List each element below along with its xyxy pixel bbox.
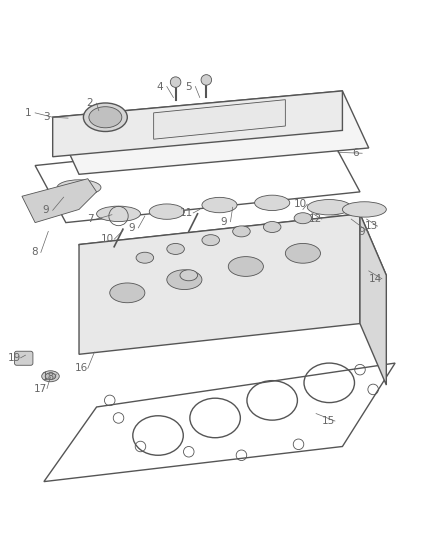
Text: 2: 2 [86, 98, 93, 108]
Ellipse shape [88, 107, 122, 128]
Ellipse shape [96, 206, 140, 222]
Ellipse shape [201, 235, 219, 246]
Ellipse shape [228, 256, 263, 277]
Polygon shape [359, 214, 385, 385]
Text: 9: 9 [220, 217, 227, 227]
Text: 8: 8 [31, 247, 38, 257]
Ellipse shape [201, 197, 237, 213]
Ellipse shape [307, 199, 350, 215]
Ellipse shape [110, 283, 145, 303]
Text: 17: 17 [34, 384, 47, 393]
Polygon shape [53, 91, 342, 157]
Ellipse shape [45, 373, 56, 379]
Ellipse shape [263, 222, 280, 232]
Text: 10: 10 [293, 199, 307, 209]
Text: 1: 1 [25, 108, 32, 118]
Polygon shape [79, 214, 359, 354]
Text: 5: 5 [185, 82, 192, 92]
Circle shape [170, 77, 180, 87]
Text: 6: 6 [351, 148, 358, 158]
Text: 4: 4 [156, 82, 163, 92]
Text: 7: 7 [86, 214, 93, 224]
Polygon shape [53, 91, 368, 174]
Ellipse shape [166, 270, 201, 289]
Ellipse shape [57, 180, 101, 195]
Ellipse shape [285, 244, 320, 263]
Text: 14: 14 [368, 274, 381, 284]
Ellipse shape [83, 103, 127, 132]
Ellipse shape [149, 204, 184, 219]
Ellipse shape [293, 213, 311, 224]
Ellipse shape [180, 270, 197, 281]
Text: 16: 16 [74, 364, 88, 373]
Text: 3: 3 [42, 112, 49, 122]
Ellipse shape [254, 195, 289, 211]
Ellipse shape [136, 252, 153, 263]
Text: 9: 9 [42, 205, 49, 215]
Text: 12: 12 [308, 214, 321, 224]
Text: 15: 15 [321, 416, 334, 426]
Polygon shape [153, 100, 285, 139]
Ellipse shape [42, 371, 59, 382]
Circle shape [201, 75, 211, 85]
Text: 18: 18 [42, 372, 55, 382]
Ellipse shape [324, 204, 342, 215]
Text: 9: 9 [358, 227, 365, 237]
Polygon shape [79, 214, 385, 306]
Text: 10: 10 [101, 235, 114, 244]
Ellipse shape [342, 202, 385, 217]
Text: 19: 19 [7, 353, 21, 363]
Ellipse shape [166, 244, 184, 254]
Text: 13: 13 [364, 221, 377, 231]
Text: 9: 9 [128, 223, 135, 233]
FancyBboxPatch shape [14, 351, 33, 365]
Text: 11: 11 [180, 208, 193, 218]
Polygon shape [22, 179, 96, 223]
Ellipse shape [232, 226, 250, 237]
